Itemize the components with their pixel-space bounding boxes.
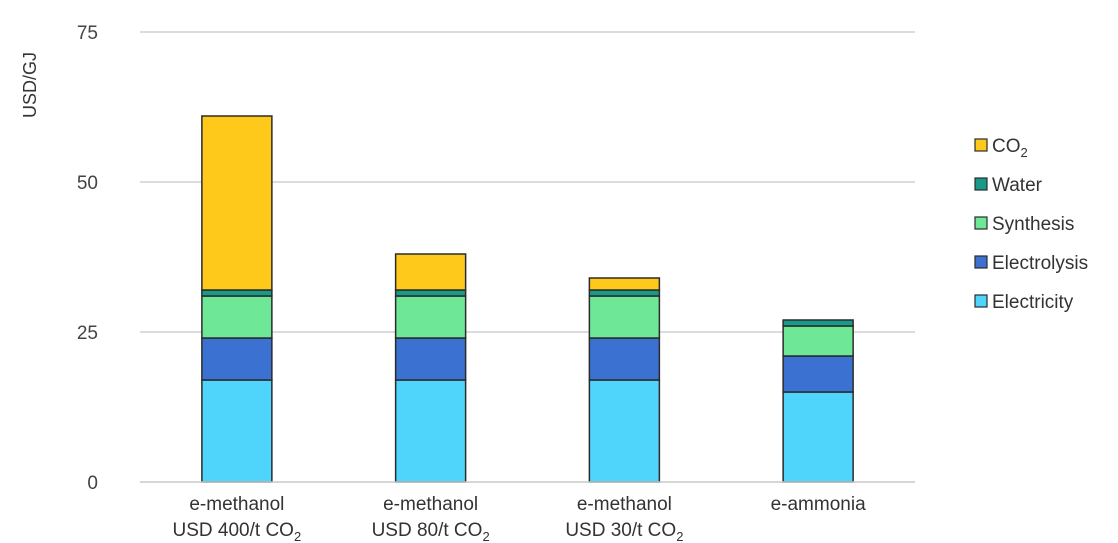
bar-segment-synthesis (782, 325, 854, 357)
bar-segment-synthesis (201, 295, 273, 339)
x-tick-label-text: USD 80/t CO (372, 520, 483, 541)
legend-label: Synthesis (992, 214, 1074, 235)
y-tick-label: 75 (77, 23, 98, 44)
legend-label-text: Electrolysis (992, 253, 1088, 274)
bar-segment-water (201, 289, 273, 297)
y-tick-label: 0 (87, 473, 98, 494)
x-tick-label-line2: USD 30/t CO2 (565, 520, 683, 543)
x-tick-label-subscript: 2 (294, 529, 301, 543)
bar-segment-electrolysis (394, 337, 467, 381)
bar-segment-electrolysis (782, 355, 854, 393)
x-tick-label-text: USD 30/t CO (565, 520, 676, 541)
legend-swatch (974, 216, 988, 230)
y-axis-label: USD/GJ (20, 52, 40, 118)
bar-segment-electrolysis (201, 337, 273, 381)
bar-segment-electricity (394, 379, 467, 483)
legend-label-text: CO (992, 136, 1021, 157)
y-tick-label: 25 (77, 323, 98, 344)
bar-segment-synthesis (588, 295, 661, 339)
legend-label: Water (992, 175, 1043, 196)
bar-segment-co (394, 253, 467, 291)
x-tick-label: e-methanol (577, 494, 672, 515)
x-tick-label-subscript: 2 (482, 529, 489, 543)
legend-swatch (974, 138, 988, 152)
bar-segment-water (588, 289, 661, 297)
y-tick-label: 50 (77, 173, 98, 194)
bar-segment-water (394, 289, 467, 297)
legend-label: CO2 (992, 136, 1028, 160)
legend-label: Electricity (992, 292, 1074, 313)
bars (201, 115, 854, 483)
legend-label: Electrolysis (992, 253, 1088, 274)
x-tick-label-line2: USD 400/t CO2 (173, 520, 302, 543)
legend-label-text: Water (992, 175, 1043, 196)
x-tick-label-text: USD 400/t CO (173, 520, 294, 541)
legend-label-subscript: 2 (1021, 145, 1028, 160)
bar-segment-co (201, 115, 273, 291)
y-axis-ticks: 0 25 50 75 (77, 23, 98, 494)
legend-swatch (974, 177, 988, 191)
bar-segment-electricity (782, 391, 854, 483)
x-tick-label-subscript: 2 (676, 529, 683, 543)
legend-label-text: Synthesis (992, 214, 1074, 235)
legend: CO2 Water Synthesis Electrolysis Electricity (974, 136, 1088, 313)
bar-segment-electrolysis (588, 337, 661, 381)
bar-segment-synthesis (394, 295, 467, 339)
legend-label-text: Electricity (992, 292, 1074, 313)
bar-segment-electricity (201, 379, 273, 483)
legend-swatch (974, 255, 988, 269)
x-tick-label-line2: USD 80/t CO2 (372, 520, 490, 543)
bar-segment-electricity (588, 379, 661, 483)
x-tick-label: e-methanol (189, 494, 284, 515)
legend-swatch (974, 294, 988, 308)
x-tick-label: e-ammonia (771, 494, 866, 515)
x-tick-label: e-methanol (383, 494, 478, 515)
bar-segment-co (588, 277, 661, 291)
bar-segment-water (782, 319, 854, 327)
